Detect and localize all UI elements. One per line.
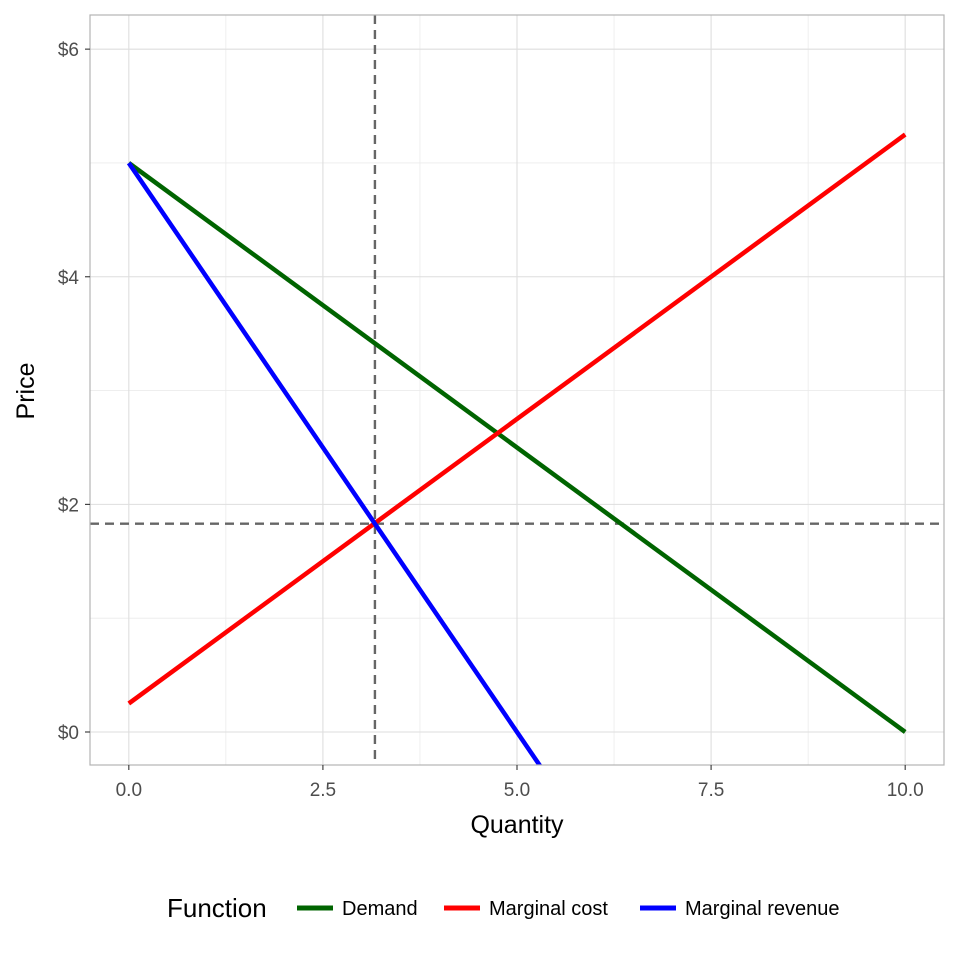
y-tick-label: $6 <box>58 40 79 61</box>
x-tick-label: 10.0 <box>887 780 924 801</box>
grid <box>90 15 944 765</box>
x-tick-label: 0.0 <box>116 780 142 801</box>
series-line-demand <box>127 161 907 734</box>
legend-label: Marginal cost <box>489 898 608 920</box>
legend-item-marginal-cost: Marginal cost <box>444 898 608 920</box>
legend: Function Demand Marginal cost Marginal rev… <box>167 893 840 923</box>
x-axis-title: Quantity <box>470 811 564 839</box>
reference-lines <box>90 15 944 765</box>
legend-label: Demand <box>342 898 418 920</box>
legend-item-marginal-revenue: Marginal revenue <box>640 898 840 920</box>
legend-items: Demand Marginal cost Marginal revenue <box>297 898 840 920</box>
series-line-marginal-cost <box>127 132 907 706</box>
series-line-marginal-revenue <box>126 161 543 765</box>
y-axis-title: Price <box>12 363 40 420</box>
legend-label: Marginal revenue <box>685 898 840 920</box>
legend-item-demand: Demand <box>297 898 418 920</box>
x-tick-label: 2.5 <box>310 780 336 801</box>
series-lines <box>126 132 907 765</box>
y-tick-label: $4 <box>58 268 80 289</box>
x-tick-label: 5.0 <box>504 780 530 801</box>
y-tick-label: $0 <box>58 723 79 744</box>
y-tick-label: $2 <box>58 495 79 516</box>
axis-ticks: 0.0 2.5 5.0 7.5 10.0 $0 $2 $4 $6 <box>58 40 924 801</box>
legend-title: Function <box>167 893 267 923</box>
x-tick-label: 7.5 <box>698 780 724 801</box>
